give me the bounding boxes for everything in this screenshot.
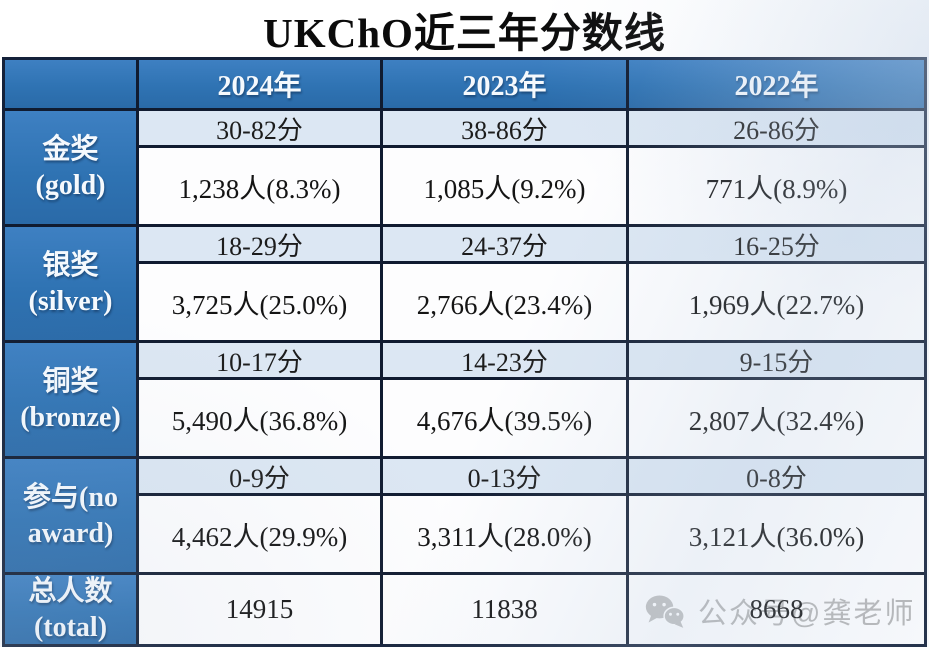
- score-range-cell: 0-8分: [629, 459, 924, 493]
- total-label: 总人数 (total): [5, 575, 136, 644]
- score-range-cell: 38-86分: [383, 111, 626, 145]
- count-cell: 1,085人(9.2%): [383, 148, 626, 224]
- count-cell: 1,969人(22.7%): [629, 264, 924, 340]
- score-range-cell: 14-23分: [383, 343, 626, 377]
- score-range-cell: 26-86分: [629, 111, 924, 145]
- score-range-cell: 30-82分: [139, 111, 380, 145]
- total-cell-2023: 11838: [383, 575, 626, 644]
- award-label-en: (gold): [35, 169, 106, 201]
- count-cell: 4,462人(29.9%): [139, 496, 380, 572]
- count-cell: 2,807人(32.4%): [629, 380, 924, 456]
- total-cell-2024: 14915: [139, 575, 380, 644]
- score-range-cell: 18-29分: [139, 227, 380, 261]
- score-range-cell: 24-37分: [383, 227, 626, 261]
- award-label-zh: 金奖: [42, 133, 99, 165]
- corner-cell: [5, 60, 136, 108]
- total-label-zh: 总人数: [28, 575, 113, 607]
- count-cell: 5,490人(36.8%): [139, 380, 380, 456]
- award-label-bronze: 铜奖 (bronze): [5, 343, 136, 456]
- year-header-2024: 2024年: [139, 60, 380, 108]
- score-range-cell: 0-9分: [139, 459, 380, 493]
- award-label-en: (silver): [28, 285, 113, 317]
- page-title: UKChO近三年分数线: [263, 9, 666, 56]
- award-label-en: (bronze): [20, 401, 121, 433]
- score-range-cell: 10-17分: [139, 343, 380, 377]
- score-range-cell: 16-25分: [629, 227, 924, 261]
- count-cell: 3,121人(36.0%): [629, 496, 924, 572]
- award-label-zh: 参与(no: [23, 481, 118, 513]
- count-cell: 771人(8.9%): [629, 148, 924, 224]
- total-label-en: (total): [33, 611, 108, 643]
- award-label-silver: 银奖 (silver): [5, 227, 136, 340]
- score-range-cell: 9-15分: [629, 343, 924, 377]
- count-cell: 1,238人(8.3%): [139, 148, 380, 224]
- total-cell-2022: 8668: [629, 575, 924, 644]
- score-table: 2024年 2023年 2022年 金奖 (gold) 30-82分 38-86…: [2, 57, 927, 647]
- year-header-2023: 2023年: [383, 60, 626, 108]
- award-label-no-award: 参与(no award): [5, 459, 136, 572]
- award-label-gold: 金奖 (gold): [5, 111, 136, 224]
- count-cell: 2,766人(23.4%): [383, 264, 626, 340]
- award-label-zh: 银奖: [42, 249, 99, 281]
- count-cell: 4,676人(39.5%): [383, 380, 626, 456]
- year-header-2022: 2022年: [629, 60, 924, 108]
- count-cell: 3,725人(25.0%): [139, 264, 380, 340]
- score-range-cell: 0-13分: [383, 459, 626, 493]
- count-cell: 3,311人(28.0%): [383, 496, 626, 572]
- award-label-zh: 铜奖: [42, 365, 99, 397]
- award-label-en: award): [27, 517, 114, 549]
